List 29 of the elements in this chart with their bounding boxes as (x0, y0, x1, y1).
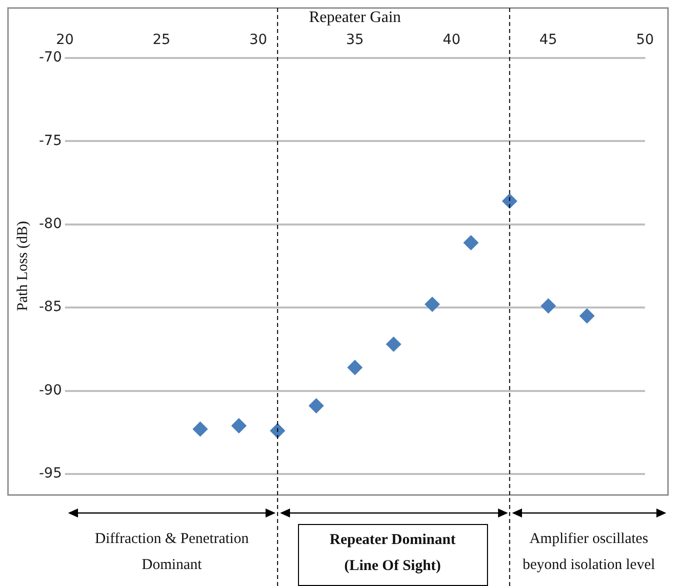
y-tick-label: -90 (38, 382, 62, 398)
point (270, 423, 286, 438)
x-tick-label: 25 (152, 32, 170, 48)
point (579, 308, 594, 324)
y-tick-label: -70 (38, 50, 62, 66)
y-axis-title: Path Loss (dB) (14, 220, 31, 311)
x-tick-label: 35 (346, 32, 364, 48)
x-tick-label: 45 (539, 32, 558, 48)
x-tick-label: 50 (636, 32, 654, 48)
y-tick-label: -80 (38, 216, 62, 232)
y-tick-label: -95 (38, 466, 62, 482)
point (347, 360, 362, 376)
y-tick-label: -85 (38, 299, 62, 316)
x-axis-title: Repeater Gain (308, 8, 401, 26)
point (463, 235, 478, 250)
x-tick-label: 30 (249, 32, 268, 48)
point (192, 422, 208, 437)
y-tick-label: -75 (38, 132, 62, 149)
point (502, 194, 518, 209)
point (308, 398, 324, 414)
text: Amplifier oscillates beyond isolation level (522, 530, 656, 575)
point (424, 296, 440, 312)
text: Diffraction & Penetration Dominant (94, 530, 250, 575)
point (540, 298, 556, 314)
x-tick-label: 20 (56, 32, 74, 48)
text: Repeater Dominant (Line Of Sight) (298, 524, 488, 586)
point (386, 336, 402, 352)
x-tick-label: 40 (442, 32, 461, 48)
point (231, 418, 246, 434)
